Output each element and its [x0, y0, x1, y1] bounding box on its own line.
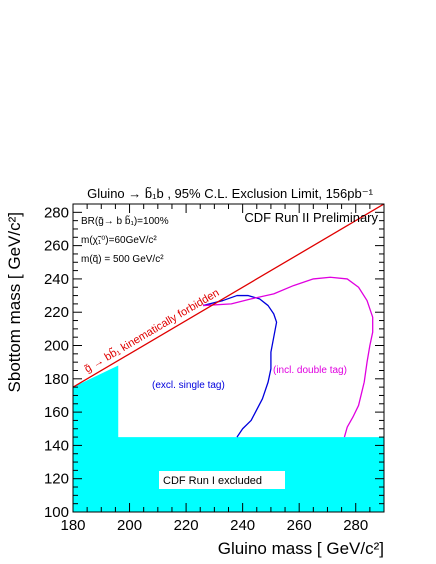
kinematic-limit-line [72, 203, 385, 388]
y-tick-label: 160 [44, 404, 69, 421]
preliminary-label: CDF Run II Preliminary [244, 210, 378, 225]
series-layer [72, 203, 385, 438]
double-tag-contour [203, 276, 374, 438]
y-tick-label: 100 [44, 504, 69, 521]
y-tick-label: 280 [44, 204, 69, 221]
x-axis-label: Gluino mass [ GeV/c²] [218, 539, 384, 558]
chart-title: Gluino → b̃₁b , 95% C.L. Exclusion Limit… [87, 186, 373, 201]
y-tick-label: 140 [44, 437, 69, 454]
neutralino-mass-note: m(χ̃₁⁰)=60GeV/c² [81, 235, 157, 246]
squark-mass-note: m(q̃) = 500 GeV/c² [81, 254, 164, 265]
y-tick-label: 260 [44, 238, 69, 255]
double-tag-label: (incl. double tag) [273, 365, 347, 376]
x-tick-label: 260 [287, 517, 312, 534]
x-tick-label: 200 [117, 517, 142, 534]
single-tag-label: (excl. single tag) [152, 380, 225, 391]
kinematically-forbidden-label: g̃ → bb̃₁ kinematically forbidden [82, 286, 221, 375]
ticks-layer: 180 200 220 240 260 280 100 120 140 160 180 200 220 2… [44, 203, 385, 534]
run1-excluded-region [73, 365, 384, 512]
y-tick-label: 200 [44, 338, 69, 355]
branching-ratio-note: BR(g̃→ b b̃₁)=100% [81, 214, 169, 227]
x-tick-label: 180 [60, 517, 85, 534]
x-tick-label: 220 [174, 517, 199, 534]
y-tick-label: 180 [44, 371, 69, 388]
y-tick-label: 120 [44, 471, 69, 488]
single-tag-contour [202, 294, 278, 438]
y-tick-label: 220 [44, 304, 69, 321]
run1-excluded-label: CDF Run I excluded [163, 475, 262, 487]
y-axis-label: Sbottom mass [ GeV/c²] [5, 212, 24, 392]
run1-label-box [159, 471, 285, 489]
y-tick-label: 240 [44, 271, 69, 288]
x-tick-label: 240 [230, 517, 255, 534]
x-tick-label: 280 [343, 517, 368, 534]
regions-layer [73, 365, 384, 512]
